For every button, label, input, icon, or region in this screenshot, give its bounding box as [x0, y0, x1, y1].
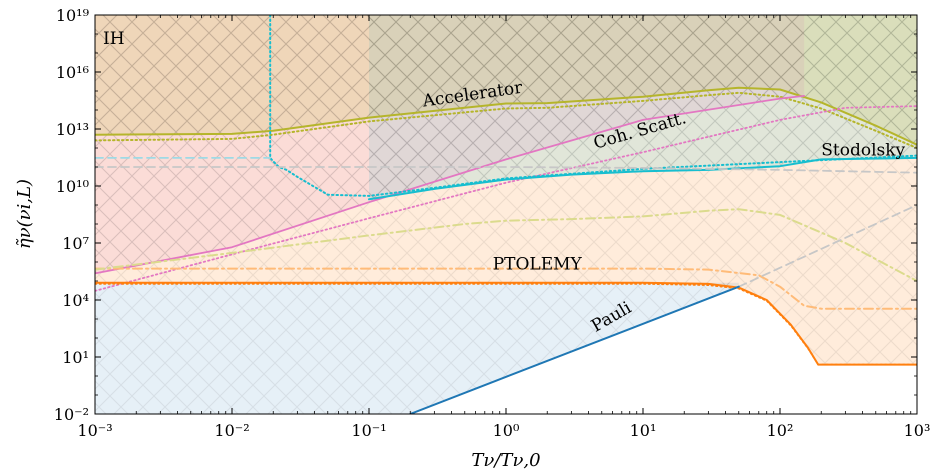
accelerator-region-fill-hatch	[95, 15, 917, 145]
pauli-region-fill-hatch	[95, 282, 739, 414]
axis-ticks: 10⁻³ 10⁻² 10⁻¹ 10⁰ 10¹ 10² 10³10⁻²10¹10⁴10⁷10¹…	[54, 6, 931, 440]
y-tick-label: 10⁻²	[54, 405, 89, 424]
series-line-accelerator	[95, 86, 917, 146]
y-tick-label: 10¹⁶	[56, 63, 89, 82]
series-line-coh-scatt-dotted	[95, 105, 917, 292]
series-line-ptolemy-dashdot	[95, 267, 917, 310]
x-axis-label: Tν/Tν,0	[471, 450, 540, 471]
series-line-ptolemy-dotted	[95, 283, 917, 366]
series-line-accelerator-dotted	[95, 91, 917, 149]
y-tick-label: 10¹⁰	[56, 177, 89, 196]
excluded-regions	[95, 15, 917, 414]
y-axis-label: η̃ν(νi,L)	[14, 179, 35, 249]
series-line-olive-dashdot	[95, 208, 917, 282]
x-tick-label: 10⁻²	[214, 421, 249, 440]
x-tick-label: 10¹	[630, 421, 657, 440]
y-tick-label: 10⁴	[62, 291, 89, 310]
y-tick-label: 10¹	[62, 348, 89, 367]
series-line-pauli	[409, 285, 740, 414]
x-tick-label: 10⁰	[493, 421, 520, 440]
x-tick-label: 10⁻³	[77, 421, 112, 440]
x-tick-label: 10⁻¹	[351, 421, 386, 440]
x-tick-label: 10²	[767, 421, 794, 440]
y-tick-label: 10⁷	[62, 234, 89, 253]
x-tick-label: 10³	[904, 421, 931, 440]
series-line-gray-dashed-pauli	[737, 204, 917, 288]
y-tick-label: 10¹³	[56, 120, 89, 139]
y-tick-label: 10¹⁹	[56, 6, 90, 25]
series-line-gray-dashed-top	[95, 166, 917, 174]
corner-label: IH	[103, 29, 125, 49]
curves	[95, 15, 917, 414]
curve-label: Stodolsky	[821, 141, 905, 161]
curve-label: PTOLEMY	[493, 255, 583, 275]
series-line-coh-scatt	[95, 95, 805, 275]
